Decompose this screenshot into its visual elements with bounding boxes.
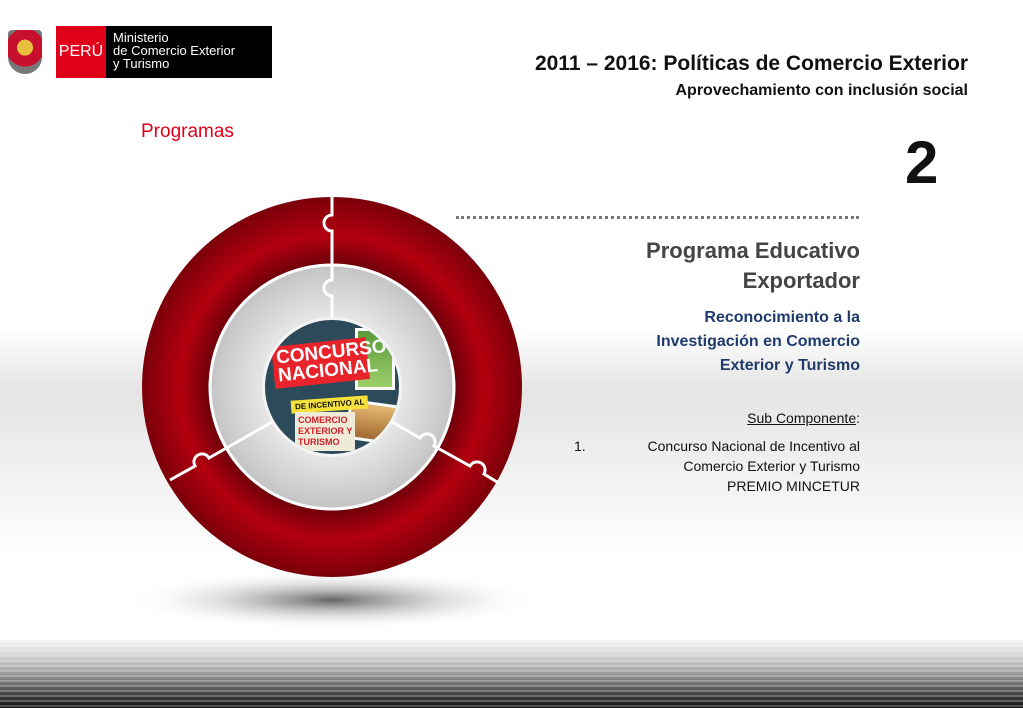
poster-topic-line: TURISMO bbox=[298, 437, 340, 447]
program-subtitle: Reconocimiento a la Investigación en Com… bbox=[600, 306, 860, 378]
program-subtitle-line: Investigación en Comercio bbox=[656, 333, 860, 350]
poster-topic-line: COMERCIO bbox=[298, 415, 348, 425]
list-line: PREMIO MINCETUR bbox=[727, 478, 860, 494]
ministry-line: de Comercio Exterior bbox=[113, 43, 236, 58]
contest-poster-image: CONCURSO NACIONAL DE INCENTIVO AL COMERC… bbox=[262, 317, 402, 457]
poster-topic-line: EXTERIOR Y bbox=[298, 426, 353, 436]
program-subtitle-line: Exterior y Turismo bbox=[719, 357, 860, 374]
ministry-name: Ministerio de Comercio Exterior y Turism… bbox=[106, 26, 272, 78]
slide-number: 2 bbox=[905, 129, 939, 196]
program-subtitle-line: Reconocimiento a la bbox=[704, 309, 860, 326]
puzzle-seams bbox=[169, 197, 498, 484]
list-item: 1. Concurso Nacional de Incentivo al Com… bbox=[574, 436, 860, 496]
slide-subtitle: Aprovechamiento con inclusión social bbox=[675, 82, 968, 99]
ministry-line: Ministerio bbox=[113, 30, 169, 45]
program-title-line: Exportador bbox=[742, 268, 860, 293]
ministry-line: y Turismo bbox=[113, 56, 170, 71]
coat-of-arms-icon bbox=[8, 30, 42, 74]
list-line: Concurso Nacional de Incentivo al bbox=[647, 438, 860, 454]
sub-component-heading: Sub Componente bbox=[747, 410, 857, 426]
section-label: Programas bbox=[141, 121, 234, 142]
list-line: Comercio Exterior y Turismo bbox=[683, 458, 860, 474]
peru-label: PERÚ bbox=[56, 26, 106, 78]
poster-topic: COMERCIO EXTERIOR Y TURISMO bbox=[295, 412, 356, 451]
ministry-logo: PERÚ Ministerio de Comercio Exterior y T… bbox=[8, 26, 272, 78]
program-title: Programa Educativo Exportador bbox=[646, 236, 860, 296]
program-title-line: Programa Educativo bbox=[646, 238, 860, 263]
list-number: 1. bbox=[574, 438, 586, 454]
footer-stripes bbox=[0, 640, 1023, 708]
slide-title: 2011 – 2016: Políticas de Comercio Exter… bbox=[534, 52, 968, 75]
dotted-divider bbox=[456, 216, 859, 219]
ring-shadow bbox=[122, 570, 542, 630]
colon: : bbox=[856, 410, 860, 426]
sub-component-label: Sub Componente: bbox=[747, 410, 860, 426]
